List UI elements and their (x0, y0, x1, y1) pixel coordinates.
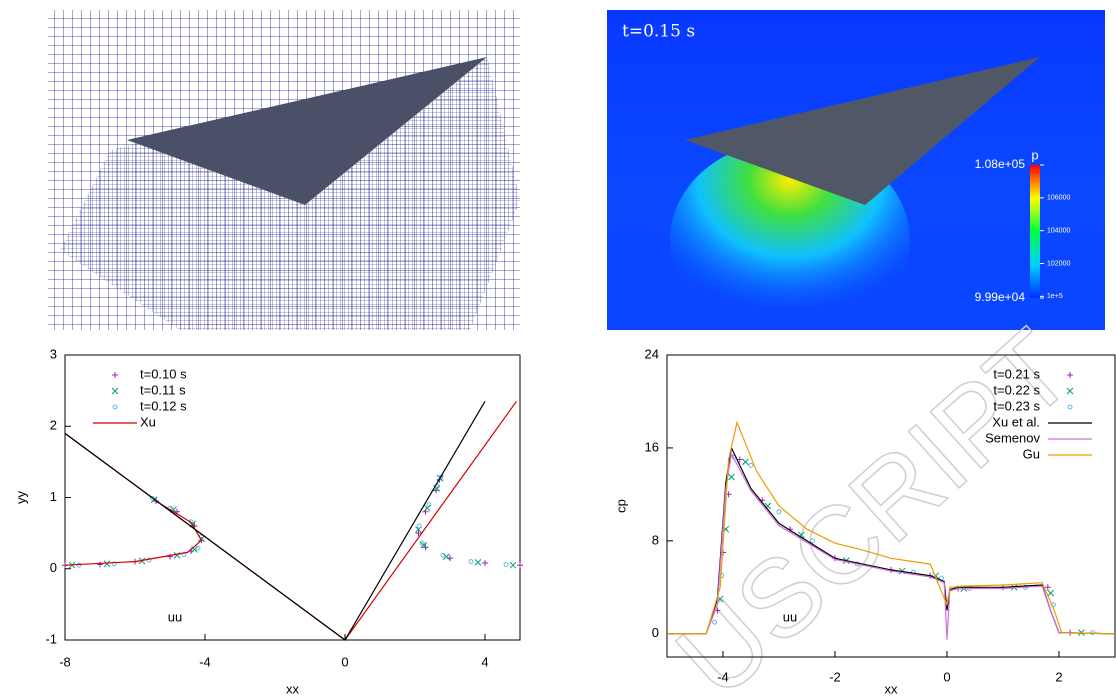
y-tick-label: 24 (645, 346, 659, 361)
annotation: uu (783, 609, 797, 624)
legend-label: Xu (140, 414, 156, 429)
point (517, 562, 523, 568)
x-tick-label: -2 (829, 669, 841, 684)
legend-label: Semenov (985, 430, 1040, 445)
legend-label: Gu (1023, 446, 1040, 461)
y-tick-label: 1 (50, 489, 57, 504)
legend-label: Xu et al. (992, 414, 1040, 429)
colorbar-tick-label: 1e+5 (1047, 293, 1063, 300)
series-line (65, 401, 485, 640)
y-axis-label: cp (613, 499, 628, 513)
y-tick-label: 8 (652, 532, 659, 547)
x-tick-label: 2 (1055, 669, 1062, 684)
legend-marker (113, 405, 117, 409)
colorbar-title: p (1031, 147, 1038, 162)
point (1048, 590, 1054, 596)
figure: t=0.15 s p 1.08e+05 9.99e+04 USCRIPT 1e+… (0, 0, 1116, 699)
colorbar (1030, 165, 1040, 298)
x-axis-label: xx (286, 681, 300, 696)
mesh-panel (48, 10, 520, 330)
colorbar-max: 1.08e+05 (975, 157, 1026, 171)
y-axis-label: yy (13, 491, 28, 505)
x-axis-label: xx (885, 681, 899, 696)
contour-panel: t=0.15 s p 1.08e+05 9.99e+04 (607, 10, 1105, 340)
y-tick-label: 2 (50, 418, 57, 433)
y-tick-label: 0 (50, 560, 57, 575)
point (1091, 631, 1095, 635)
point (749, 463, 753, 467)
legend-marker (112, 388, 118, 394)
colorbar-tick-label: 104000 (1047, 228, 1070, 235)
plot-frame (65, 355, 520, 640)
point (510, 562, 516, 568)
y-tick-label: 16 (645, 439, 659, 454)
x-tick-label: -4 (199, 654, 211, 669)
legend-label: t=0.12 s (140, 398, 187, 413)
legend-label: t=0.11 s (140, 382, 186, 397)
legend-label: t=0.21 s (993, 366, 1040, 381)
point (104, 561, 110, 567)
colorbar-tick-label: 106000 (1047, 195, 1070, 202)
y-tick-label: 0 (652, 625, 659, 640)
point (728, 474, 734, 480)
x-tick-label: -4 (717, 669, 729, 684)
legend-label: t=0.22 s (993, 382, 1040, 397)
point (475, 559, 481, 565)
time-label: t=0.15 s (622, 22, 695, 42)
point (777, 510, 781, 514)
y-tick-label: 3 (50, 346, 57, 361)
colorbar-tick-label: 102000 (1047, 260, 1070, 267)
legend-label: t=0.10 s (140, 366, 187, 381)
legend-label: t=0.23 s (993, 398, 1040, 413)
y-tick-label: -1 (45, 631, 57, 646)
point (742, 459, 748, 465)
point (504, 562, 508, 566)
series-line (65, 401, 517, 640)
point (469, 560, 473, 564)
colorbar-min: 9.99e+04 (975, 290, 1026, 304)
annotation: uu (168, 609, 182, 624)
x-tick-label: 0 (341, 654, 348, 669)
point (77, 563, 81, 567)
point (97, 561, 103, 567)
legend-marker (112, 372, 118, 378)
point (482, 560, 488, 566)
point (417, 524, 421, 528)
x-tick-label: 0 (943, 669, 950, 684)
x-tick-label: 4 (481, 654, 488, 669)
watermark: USCRIPT (654, 306, 1095, 699)
x-tick-label: -8 (59, 654, 71, 669)
